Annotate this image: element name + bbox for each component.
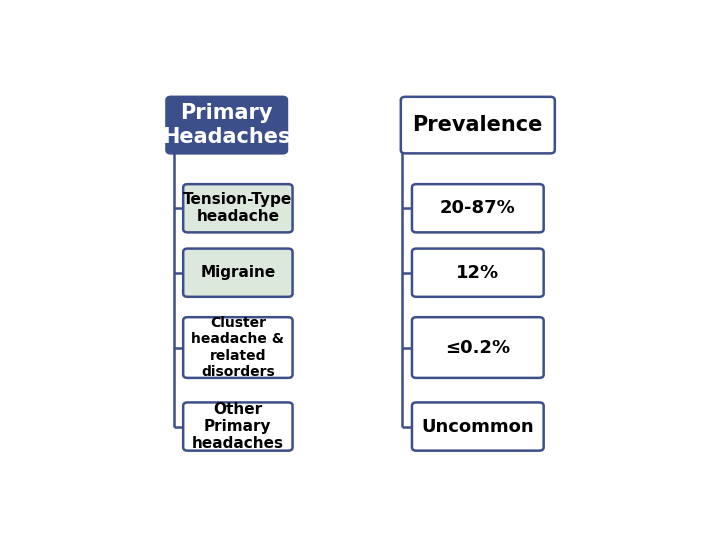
Text: Primary
Headaches: Primary Headaches [163,104,291,147]
Text: Cluster
headache &
related
disorders: Cluster headache & related disorders [192,316,284,379]
Text: Other
Primary
headaches: Other Primary headaches [192,402,284,451]
Text: Tension-Type
headache: Tension-Type headache [184,192,292,225]
Text: ≤0.2%: ≤0.2% [445,339,510,356]
FancyBboxPatch shape [166,97,287,153]
Text: Migraine: Migraine [200,265,276,280]
Text: Uncommon: Uncommon [421,417,534,436]
FancyBboxPatch shape [183,184,292,232]
Text: 12%: 12% [456,264,500,282]
Text: Prevalence: Prevalence [413,115,543,135]
FancyBboxPatch shape [412,402,544,451]
FancyBboxPatch shape [412,317,544,378]
FancyBboxPatch shape [183,248,292,297]
FancyBboxPatch shape [412,248,544,297]
FancyBboxPatch shape [183,402,292,451]
FancyBboxPatch shape [412,184,544,232]
FancyBboxPatch shape [401,97,555,153]
Text: 20-87%: 20-87% [440,199,516,217]
FancyBboxPatch shape [183,317,292,378]
